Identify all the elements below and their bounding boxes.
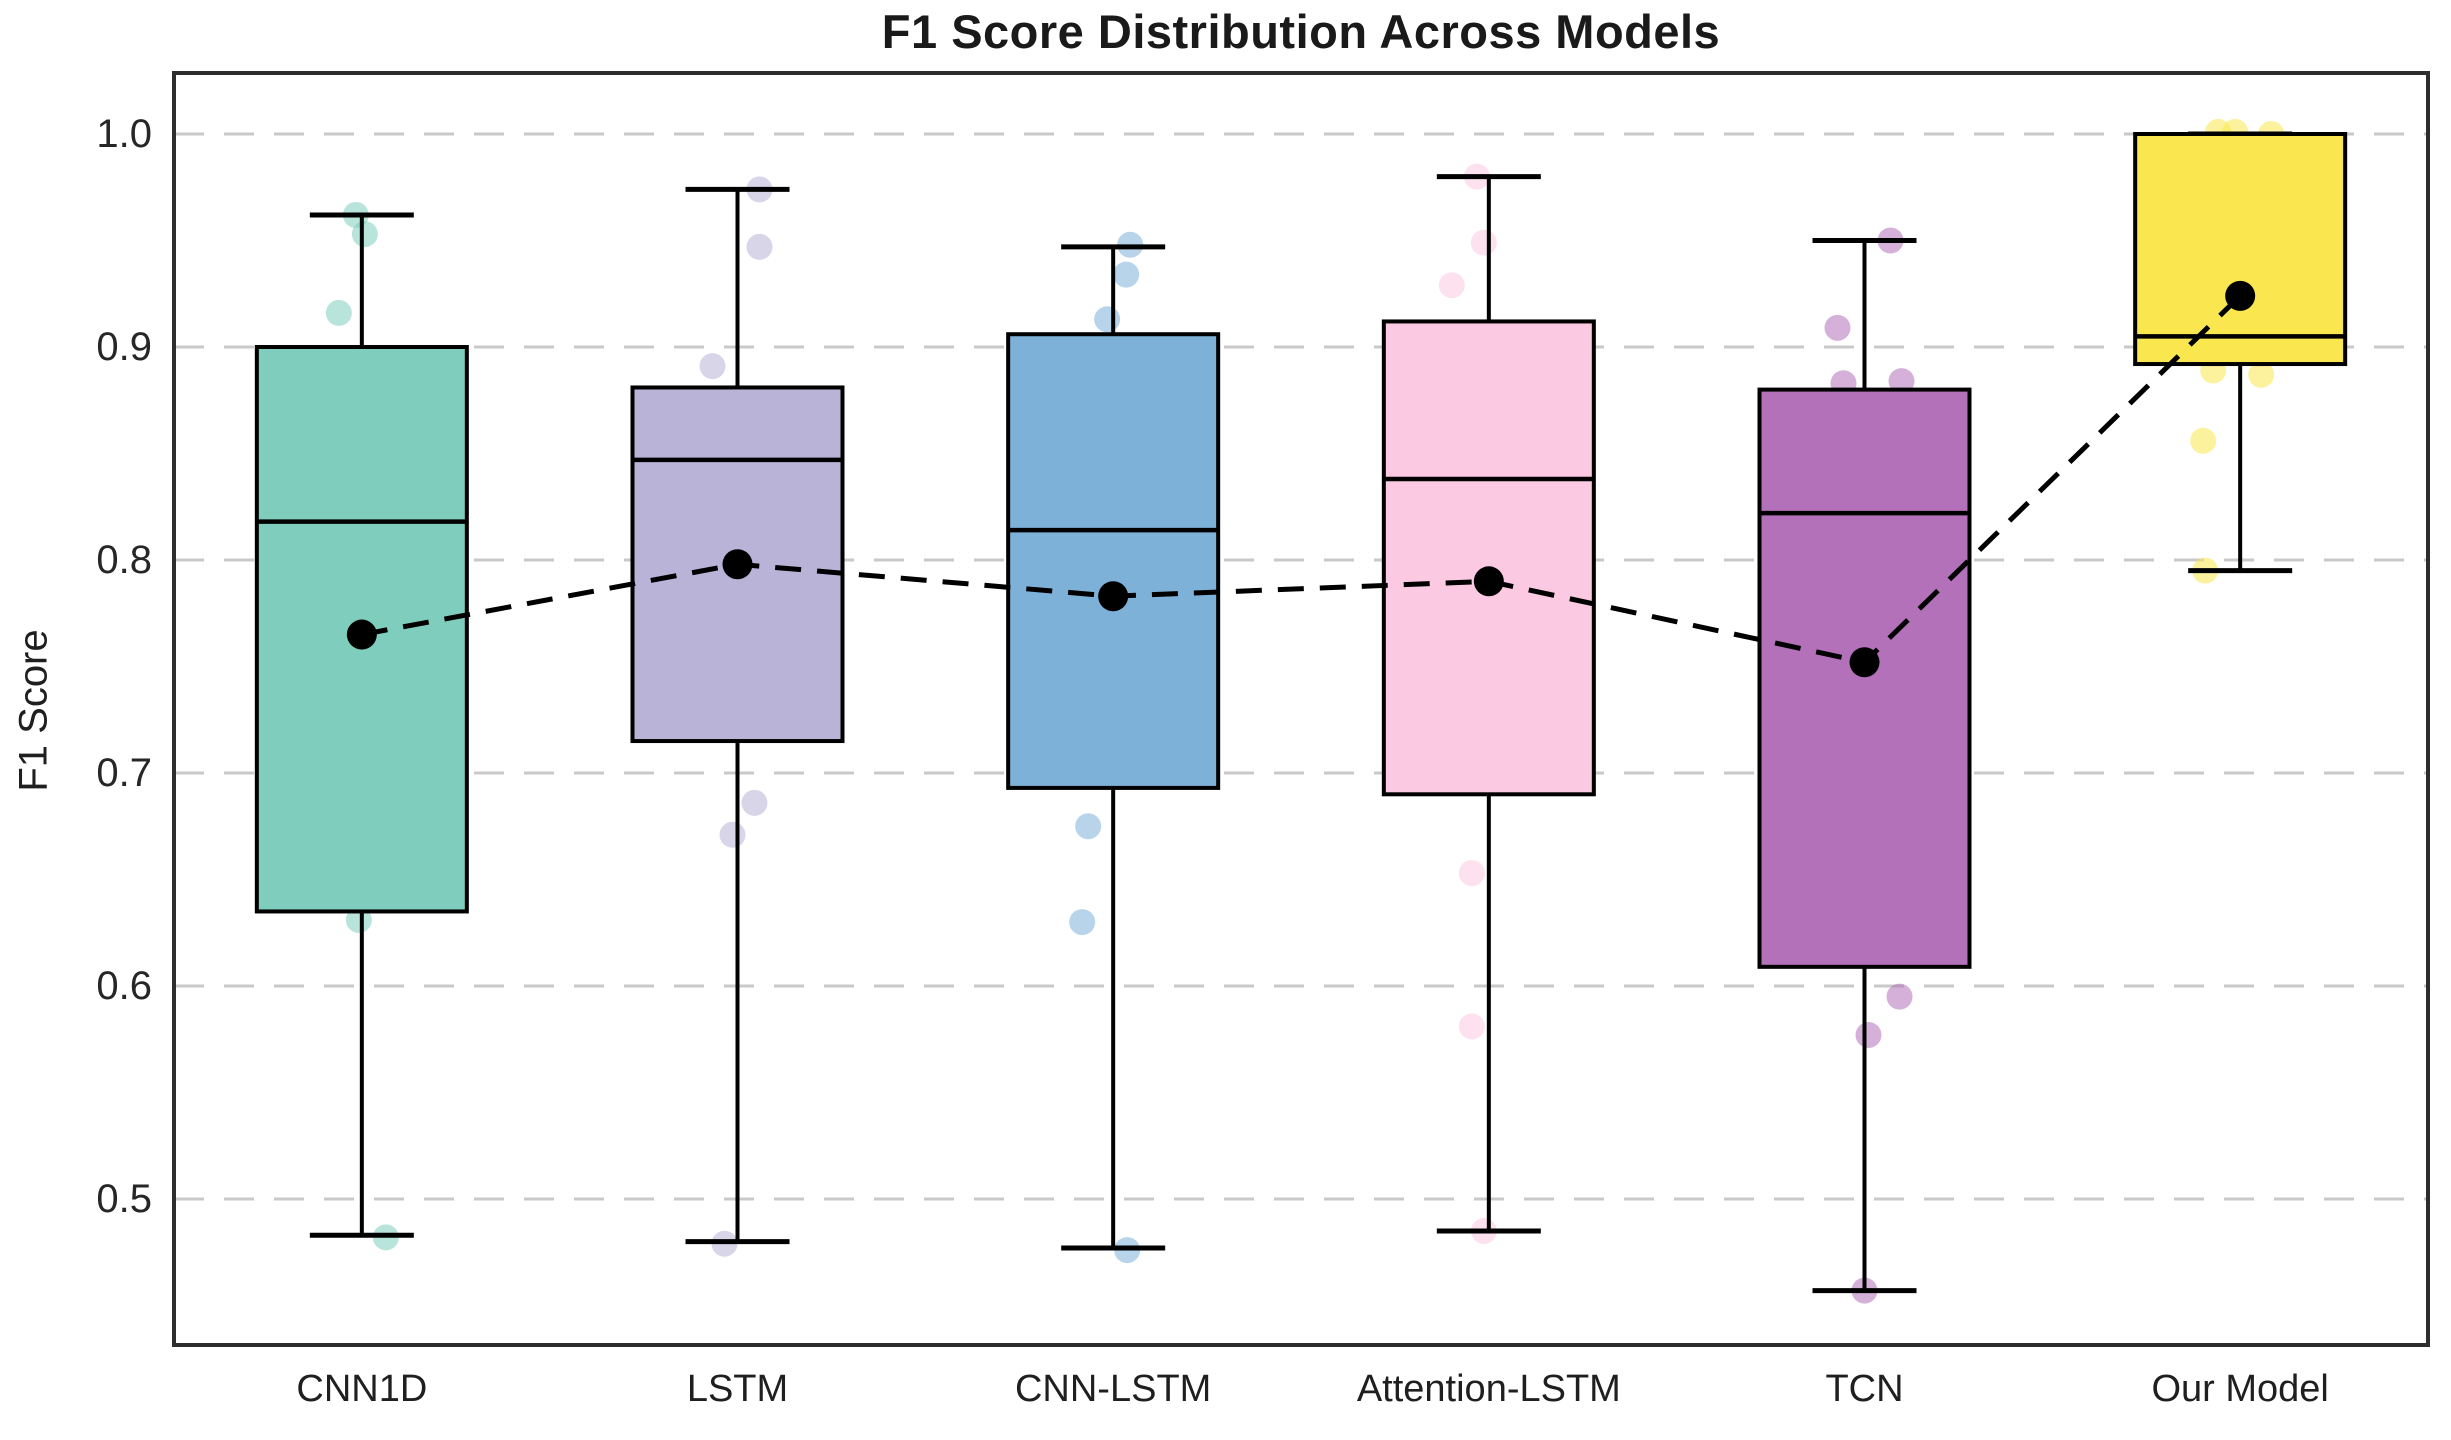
scatter-point-TCN <box>1888 368 1915 395</box>
mean-trend-line <box>361 294 2242 665</box>
scatter-point-Our Model <box>2248 361 2275 388</box>
scatter-point-CNN1D <box>345 906 372 933</box>
scatter-point-CNN-LSTM <box>1075 813 1102 840</box>
scatter-point-TCN <box>1886 983 1913 1010</box>
x-tick-label-Our Model: Our Model <box>2151 1368 2329 1410</box>
mean-dot-Attention-LSTM <box>1473 566 1504 597</box>
mean-dot-LSTM <box>722 549 753 580</box>
x-tick-label-CNN-LSTM: CNN-LSTM <box>1014 1368 1212 1410</box>
scatter-point-LSTM <box>746 233 773 260</box>
y-tick-label-0.5: 0.5 <box>96 1177 152 1221</box>
scatter-point-TCN <box>1855 1021 1882 1048</box>
scatter-point-Attention-LSTM <box>1458 860 1485 887</box>
box-TCN <box>1757 387 1972 969</box>
x-tick-label-Attention-LSTM: Attention-LSTM <box>1356 1368 1621 1410</box>
mean-dot-CNN1D <box>346 619 377 650</box>
scatter-point-TCN <box>1824 314 1851 341</box>
scatter-point-CNN1D <box>351 221 378 248</box>
scatter-point-LSTM <box>699 353 726 380</box>
box-CNN-LSTM <box>1006 332 1221 790</box>
axes-spines <box>172 71 2430 1347</box>
box-Our Model <box>2133 132 2348 367</box>
box-Attention-LSTM <box>1381 319 1596 797</box>
x-tick-label-LSTM: LSTM <box>686 1368 789 1410</box>
scatter-point-Attention-LSTM <box>1458 1013 1485 1040</box>
mean-dot-CNN-LSTM <box>1098 581 1129 612</box>
scatter-point-Attention-LSTM <box>1438 272 1465 299</box>
scatter-point-Attention-LSTM <box>1470 229 1497 256</box>
chart-title: F1 Score Distribution Across Models <box>881 5 1721 58</box>
y-tick-label-0.8: 0.8 <box>96 538 152 582</box>
scatter-point-Our Model <box>2190 427 2217 454</box>
scatter-point-LSTM <box>719 821 746 848</box>
y-tick-label-0.6: 0.6 <box>96 964 152 1008</box>
scatter-point-LSTM <box>741 789 768 816</box>
y-tick-label-1.0: 1.0 <box>96 112 152 156</box>
mean-dot-TCN <box>1849 647 1880 678</box>
mean-dot-Our Model <box>2225 280 2256 311</box>
scatter-point-CNN-LSTM <box>1069 909 1096 936</box>
y-tick-label-0.9: 0.9 <box>96 325 152 369</box>
x-tick-label-TCN: TCN <box>1825 1368 1904 1410</box>
y-tick-label-0.7: 0.7 <box>96 751 152 795</box>
x-tick-label-CNN1D: CNN1D <box>296 1368 428 1410</box>
scatter-point-CNN1D <box>325 299 352 326</box>
scatter-point-CNN-LSTM <box>1094 306 1121 333</box>
scatter-point-CNN-LSTM <box>1113 261 1140 288</box>
